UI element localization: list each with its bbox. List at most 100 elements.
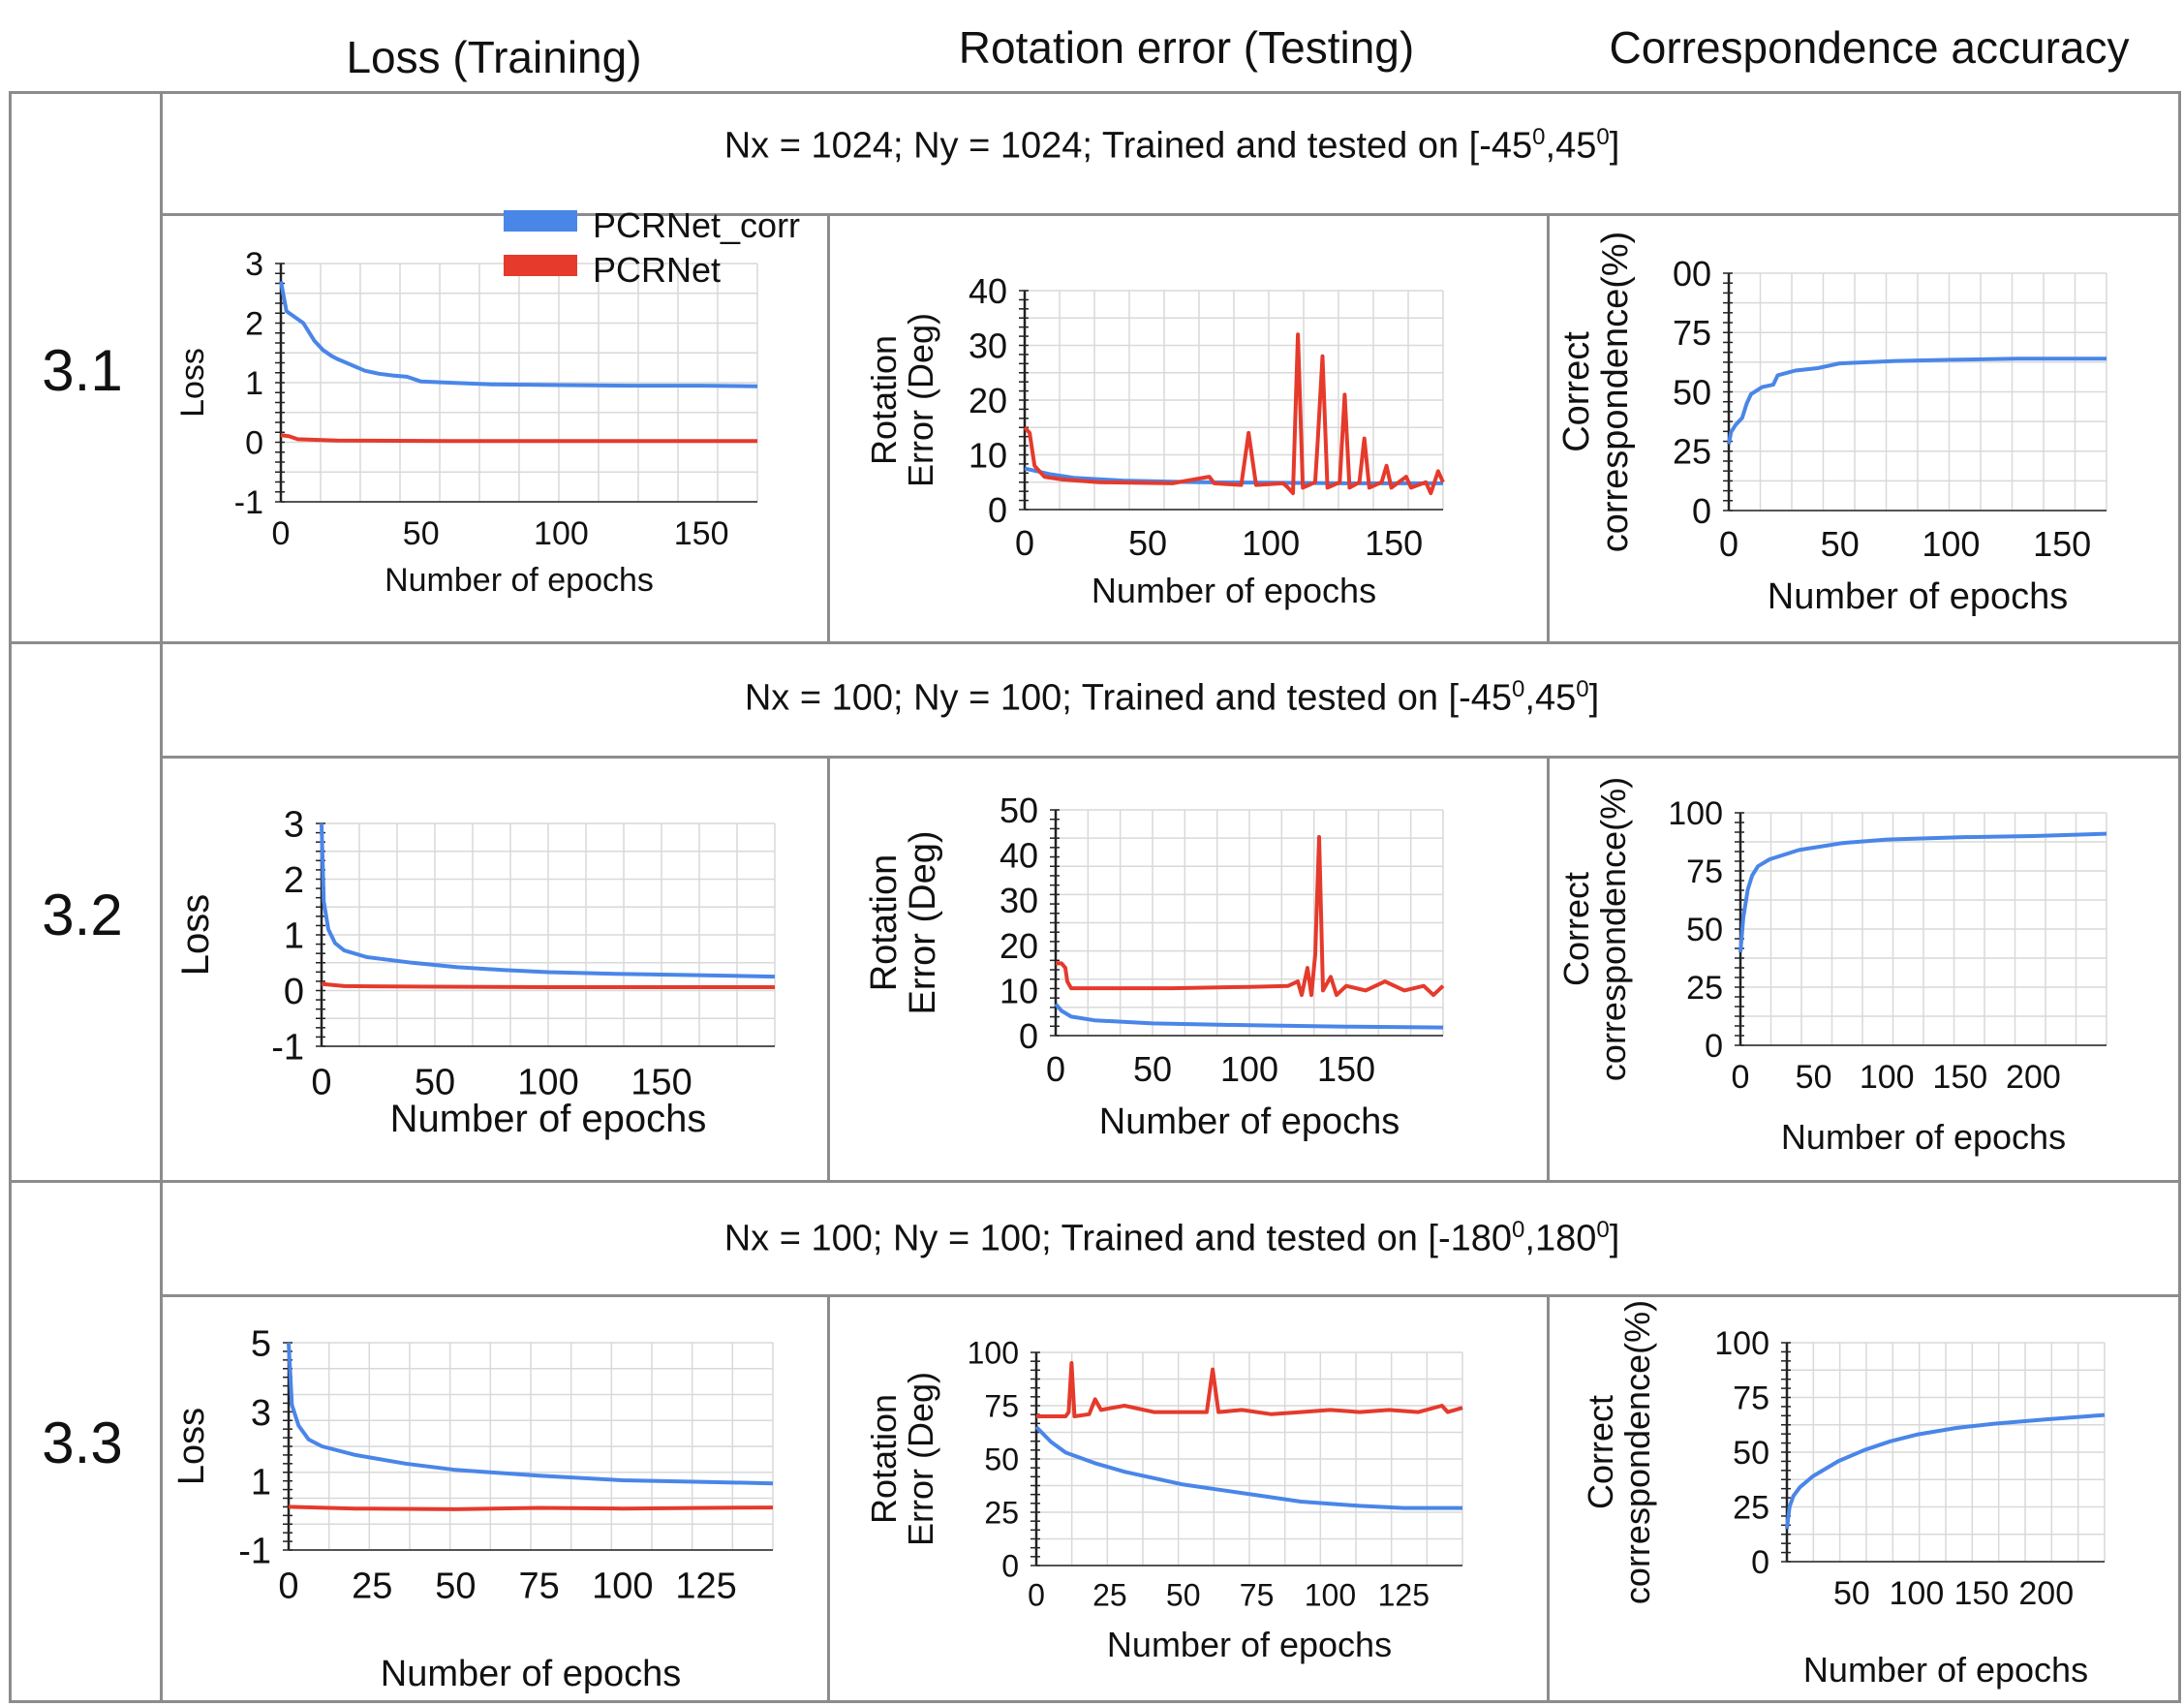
y-tick-label: 30: [969, 326, 1007, 365]
banner-text-end: ]: [1588, 677, 1600, 719]
legend-swatch: [504, 255, 577, 276]
y-tick-label: 50: [1733, 1435, 1769, 1472]
x-tick-label: 150: [2033, 524, 2091, 564]
series-line-pcrnet-corr: [1054, 1003, 1444, 1030]
y-axis-label: Correct: [1581, 1395, 1620, 1509]
x-axis-label: Number of epochs: [390, 1098, 707, 1140]
gridlines: [1055, 809, 1444, 1037]
series-line-pcrnet: [288, 1504, 774, 1511]
x-tick-label: 0: [1028, 1578, 1045, 1613]
x-tick-label: 50: [435, 1566, 476, 1606]
row-label-divider: [160, 91, 163, 1703]
y-tick-label: 00: [1673, 254, 1711, 294]
x-tick-label: 50: [403, 515, 440, 552]
x-tick-label: 0: [1732, 1059, 1750, 1096]
y-tick-label: 2: [284, 860, 304, 901]
section-divider-2: [9, 1180, 2181, 1183]
chart-divider-b2: [1547, 756, 1550, 1180]
y-tick-label: 100: [1714, 1325, 1769, 1362]
x-tick-label: 50: [1133, 1049, 1172, 1089]
x-tick-label: 0: [311, 1062, 331, 1102]
column-header-correspondence: Correspondence accuracy: [1609, 22, 2130, 73]
series-line-pcrnet-corr: [287, 1342, 774, 1486]
x-tick-label: 100: [1220, 1049, 1278, 1089]
series-line-pcrnet-corr: [320, 822, 776, 979]
x-axis-label: Number of epochs: [385, 562, 654, 599]
x-tick-label: 150: [631, 1062, 692, 1102]
legend-swatch: [504, 210, 577, 232]
y-tick-label: 20: [969, 381, 1007, 420]
y-axis-label: Error (Deg): [901, 1372, 940, 1546]
series-line-pcrnet-corr: [1738, 831, 2107, 953]
x-tick-label: 125: [675, 1566, 736, 1606]
y-axis-label: Error (Deg): [903, 830, 943, 1014]
chart-divider-b3: [1547, 1294, 1550, 1703]
x-tick-label: 100: [1860, 1059, 1915, 1096]
y-tick-label: 75: [1673, 313, 1711, 353]
y-axis-label: Correct: [1556, 331, 1597, 452]
y-tick-label: 75: [1733, 1380, 1769, 1417]
y-axis-label: Correct: [1556, 872, 1596, 986]
x-tick-label: 0: [278, 1566, 298, 1606]
x-axis-label: Number of epochs: [1803, 1650, 2088, 1690]
degree-superscript: 0: [1596, 1217, 1610, 1243]
section-banner-3-3: Nx = 100; Ny = 100; Trained and tested o…: [163, 1217, 2181, 1260]
y-axis-label: Loss: [174, 348, 211, 418]
banner-text-end: ]: [1609, 1218, 1620, 1259]
y-tick-label: 25: [1686, 970, 1723, 1007]
x-tick-label: 75: [1240, 1578, 1275, 1613]
y-tick-label: 75: [984, 1389, 1019, 1424]
banner-divider-2: [160, 756, 2181, 759]
section-label-3-1: 3.1: [42, 338, 123, 403]
y-tick-label: 50: [1673, 372, 1711, 412]
x-axis-label: Number of epochs: [1107, 1625, 1392, 1664]
banner-text-end: ]: [1609, 125, 1620, 167]
y-tick-label: 0: [245, 425, 263, 462]
series-line-pcrnet-corr: [1727, 357, 2107, 445]
x-axis-label: Number of epochs: [1768, 576, 2069, 617]
banner-text: Nx = 1024; Ny = 1024; Trained and tested…: [723, 125, 1533, 167]
y-tick-label: 0: [1751, 1544, 1769, 1581]
x-tick-label: 150: [1317, 1049, 1375, 1089]
x-tick-label: 0: [272, 515, 291, 552]
x-axis-label: Number of epochs: [1099, 1101, 1400, 1142]
gridlines: [1035, 1351, 1463, 1566]
series-line-pcrnet: [1056, 835, 1445, 998]
series-line-pcrnet: [321, 981, 775, 989]
series-line-pcrnet: [1036, 1361, 1463, 1418]
chart-divider-a2: [827, 756, 830, 1180]
banner-text-mid: ,45: [1524, 677, 1577, 719]
x-tick-label: 50: [415, 1062, 455, 1102]
banner-text: Nx = 100; Ny = 100; Trained and tested o…: [723, 1218, 1513, 1259]
y-axis-label: Rotation: [864, 1394, 904, 1524]
x-tick-label: 150: [1365, 523, 1423, 563]
x-tick-label: 150: [1932, 1059, 1987, 1096]
figure-table: [9, 91, 2181, 1703]
banner-text: Nx = 100; Ny = 100; Trained and tested o…: [744, 677, 1513, 719]
degree-superscript: 0: [1512, 676, 1525, 702]
x-tick-label: 0: [1719, 524, 1738, 564]
chart-divider-a1: [827, 213, 830, 641]
y-tick-label: -1: [271, 1028, 304, 1069]
y-tick-label: 25: [984, 1496, 1019, 1531]
x-tick-label: 200: [2018, 1575, 2074, 1612]
x-tick-label: 100: [517, 1062, 578, 1102]
column-header-loss: Loss (Training): [346, 32, 642, 82]
x-tick-label: 25: [352, 1566, 392, 1606]
x-tick-label: 100: [1890, 1575, 1945, 1612]
series-line-pcrnet-corr: [279, 281, 758, 388]
y-axis-label: Rotation: [864, 854, 905, 992]
y-tick-label: -1: [238, 1532, 271, 1572]
chart-divider-a3: [827, 1294, 830, 1703]
x-tick-label: 125: [1378, 1578, 1430, 1613]
x-tick-label: 50: [1833, 1575, 1870, 1612]
x-tick-label: 0: [1015, 523, 1034, 563]
y-tick-label: 0: [988, 490, 1007, 530]
gridlines: [1786, 1342, 2106, 1563]
